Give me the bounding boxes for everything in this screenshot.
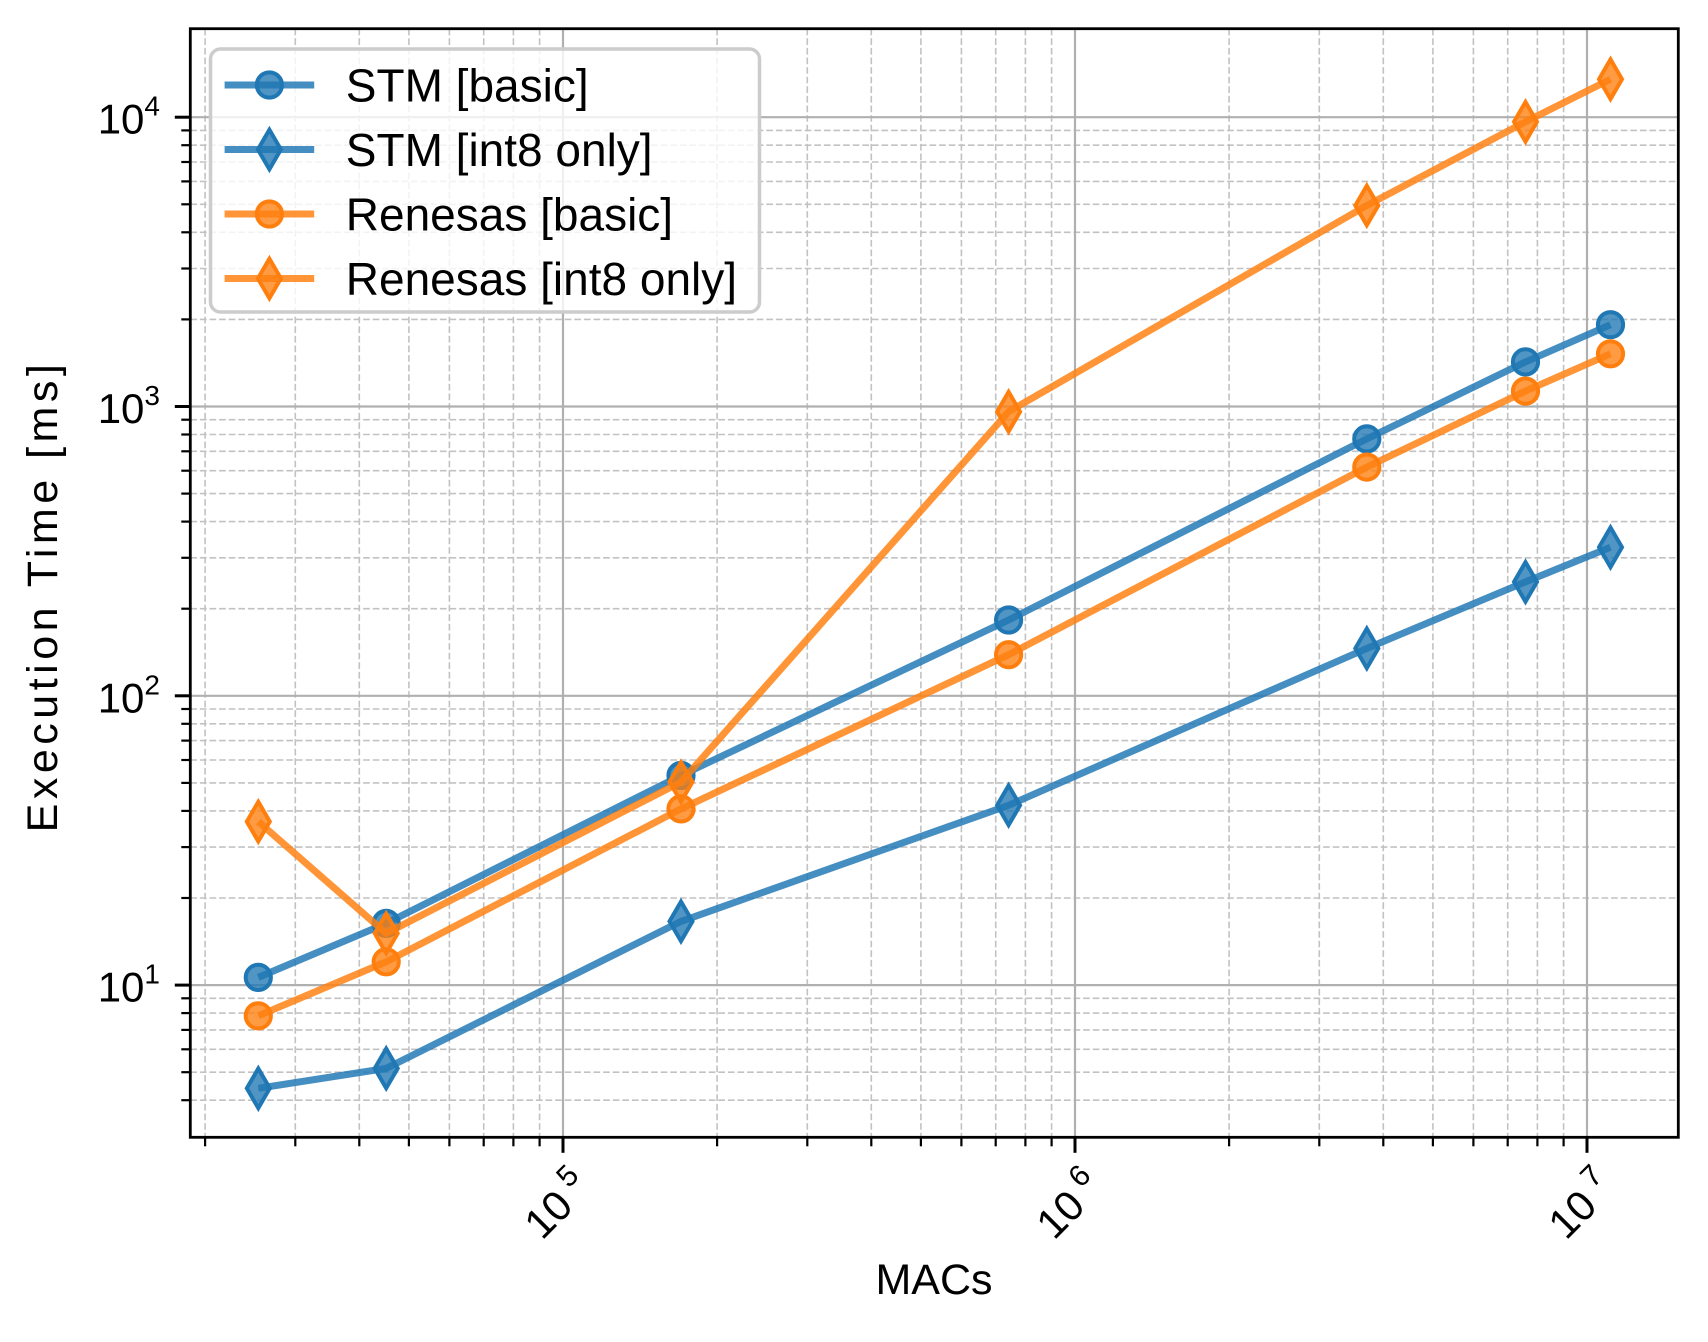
svg-text:STM [basic]: STM [basic] (346, 59, 589, 111)
svg-text:Renesas [basic]: Renesas [basic] (346, 188, 673, 240)
svg-text:Execution Time [ms]: Execution Time [ms] (19, 360, 67, 833)
svg-text:MACs: MACs (875, 1256, 992, 1304)
svg-text:Renesas [int8 only]: Renesas [int8 only] (346, 253, 737, 305)
svg-text:STM [int8 only]: STM [int8 only] (346, 124, 653, 176)
